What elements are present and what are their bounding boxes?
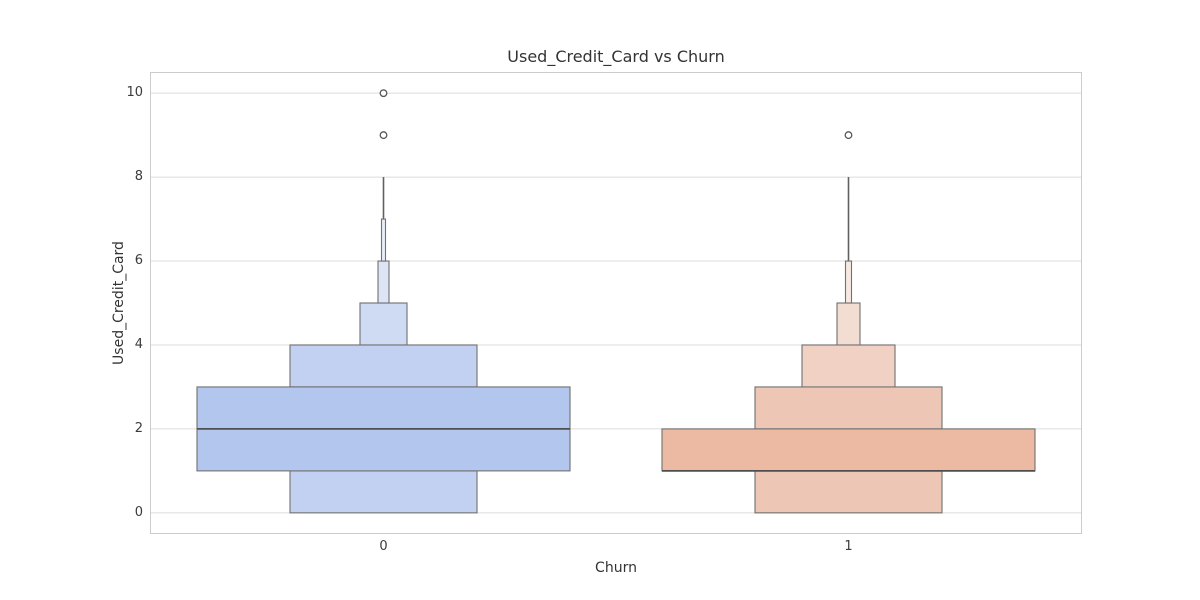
y-tick-label: 0: [134, 504, 143, 520]
letter-value-box: [844, 260, 853, 304]
y-tick-label: 4: [134, 336, 143, 352]
letter-value-box: [754, 470, 943, 514]
chart-title: Used_Credit_Card vs Churn: [507, 47, 725, 66]
plot-area: [150, 72, 1082, 534]
y-tick-label: 2: [134, 420, 143, 436]
letter-value-box: [661, 428, 1036, 472]
letter-value-box: [289, 470, 478, 514]
outlier-point: [379, 89, 388, 98]
x-tick-label: 1: [844, 539, 853, 554]
outlier-point: [844, 131, 853, 140]
x-tick-label: 0: [379, 539, 388, 554]
x-axis-label: Churn: [595, 560, 637, 576]
letter-value-box: [359, 302, 408, 346]
outlier-point: [379, 131, 388, 140]
letter-value-box: [801, 344, 896, 388]
y-tick-label: 8: [134, 169, 143, 185]
y-tick-label: 6: [134, 253, 143, 269]
letter-value-box: [754, 386, 943, 430]
letter-value-box: [380, 218, 387, 262]
boxen-plot-svg: [151, 89, 1081, 514]
y-tick-label: 10: [126, 85, 143, 101]
letter-value-box: [836, 302, 861, 346]
letter-value-box: [289, 344, 478, 388]
letter-value-box: [377, 260, 390, 304]
